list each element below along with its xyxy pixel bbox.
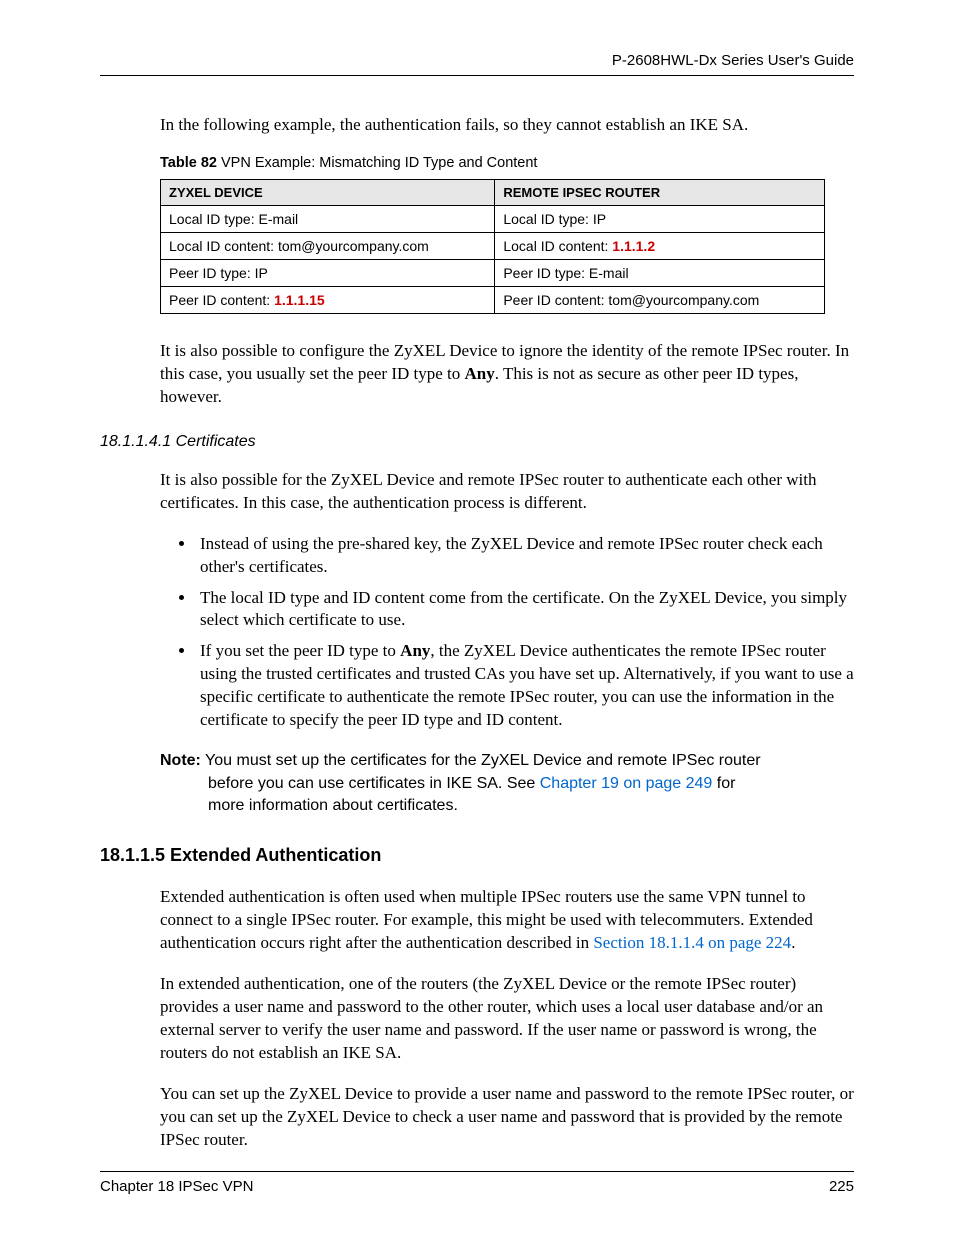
table-cell: Peer ID type: E-mail [495,259,825,286]
ext-auth-p2: In extended authentication, one of the r… [100,973,854,1065]
ext-auth-p1: Extended authentication is often used wh… [100,886,854,955]
para-after-table: It is also possible to configure the ZyX… [100,340,854,409]
table-caption: Table 82 VPN Example: Mismatching ID Typ… [100,155,854,171]
text-run: for [712,775,735,792]
note-body-line: before you can use certificates in IKE S… [160,773,854,795]
list-item: The local ID type and ID content come fr… [196,587,854,633]
cross-ref-link[interactable]: Section 18.1.1.4 on page 224 [593,933,791,952]
cell-highlight: 1.1.1.2 [612,238,655,254]
note-text: You must set up the certificates for the… [201,752,761,769]
table-row: Peer ID type: IP Peer ID type: E-mail [161,259,825,286]
text-bold: Any [400,641,430,660]
intro-paragraph: In the following example, the authentica… [100,114,854,137]
table-cell: Local ID content: 1.1.1.2 [495,232,825,259]
footer-page-number: 225 [829,1178,854,1195]
table-cell: Peer ID type: IP [161,259,495,286]
table-header-left: ZYXEL DEVICE [161,179,495,205]
ext-auth-p3: You can set up the ZyXEL Device to provi… [100,1083,854,1152]
cell-label: Local ID content: [503,238,612,254]
table-caption-label: Table 82 [160,155,217,171]
header-title: P-2608HWL-Dx Series User's Guide [612,52,854,69]
note-block: Note: You must set up the certificates f… [100,750,854,817]
table-header-right: REMOTE IPSEC ROUTER [495,179,825,205]
cell-label: Peer ID content: [169,292,274,308]
cross-ref-link[interactable]: Chapter 19 on page 249 [540,775,713,792]
vpn-mismatch-table: ZYXEL DEVICE REMOTE IPSEC ROUTER Local I… [160,179,825,314]
table-caption-text: VPN Example: Mismatching ID Type and Con… [217,155,538,171]
table-row: Local ID content: tom@yourcompany.com Lo… [161,232,825,259]
table-header-row: ZYXEL DEVICE REMOTE IPSEC ROUTER [161,179,825,205]
text-run: before you can use certificates in IKE S… [208,775,540,792]
ext-auth-heading: 18.1.1.5 Extended Authentication [100,845,854,866]
list-item: If you set the peer ID type to Any, the … [196,640,854,732]
page-container: P-2608HWL-Dx Series User's Guide In the … [0,0,954,1235]
certs-intro: It is also possible for the ZyXEL Device… [100,469,854,515]
page-footer: Chapter 18 IPSec VPN 225 [100,1171,854,1195]
text-bold: Any [465,364,495,383]
page-header: P-2608HWL-Dx Series User's Guide [100,52,854,76]
table-cell: Peer ID content: 1.1.1.15 [161,286,495,313]
table-row: Local ID type: E-mail Local ID type: IP [161,205,825,232]
footer-chapter: Chapter 18 IPSec VPN [100,1178,253,1195]
text-run: If you set the peer ID type to [200,641,400,660]
table-cell: Local ID content: tom@yourcompany.com [161,232,495,259]
certs-bullet-list: Instead of using the pre-shared key, the… [100,533,854,733]
table-cell: Local ID type: IP [495,205,825,232]
note-body-line: more information about certificates. [160,795,854,817]
table-cell: Peer ID content: tom@yourcompany.com [495,286,825,313]
table-row: Peer ID content: 1.1.1.15 Peer ID conten… [161,286,825,313]
table-cell: Local ID type: E-mail [161,205,495,232]
certificates-heading: 18.1.1.4.1 Certificates [100,433,854,451]
cell-highlight: 1.1.1.15 [274,292,325,308]
text-run: . [791,933,795,952]
note-label: Note: [160,752,201,769]
list-item: Instead of using the pre-shared key, the… [196,533,854,579]
